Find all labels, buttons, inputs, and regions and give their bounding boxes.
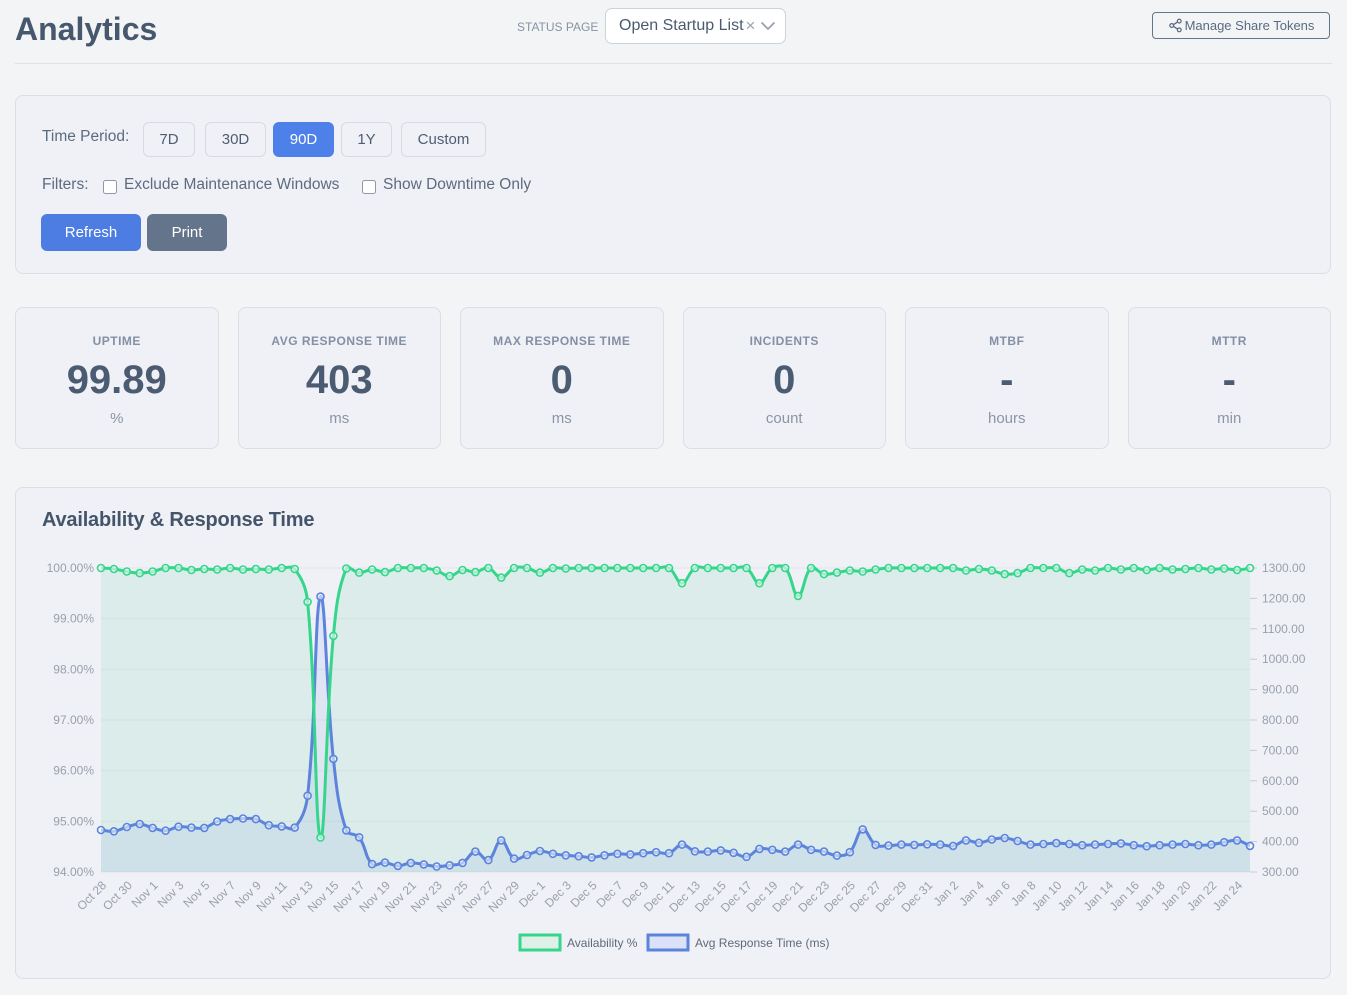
svg-text:94.00%: 94.00% xyxy=(53,865,94,879)
svg-text:Dec 3: Dec 3 xyxy=(542,878,574,910)
svg-text:Nov 5: Nov 5 xyxy=(180,878,212,910)
svg-text:Dec 1: Dec 1 xyxy=(516,878,548,910)
svg-text:600.00: 600.00 xyxy=(1262,774,1299,788)
svg-text:96.00%: 96.00% xyxy=(53,764,94,778)
svg-text:Jan 24: Jan 24 xyxy=(1210,878,1246,914)
svg-text:Availability %: Availability % xyxy=(567,936,638,950)
svg-text:700.00: 700.00 xyxy=(1262,743,1299,757)
svg-text:Nov 1: Nov 1 xyxy=(129,878,161,910)
svg-text:Jan 6: Jan 6 xyxy=(982,878,1013,909)
svg-text:1300.00: 1300.00 xyxy=(1262,561,1306,575)
svg-text:99.00%: 99.00% xyxy=(53,612,94,626)
svg-text:500.00: 500.00 xyxy=(1262,804,1299,818)
svg-text:Oct 30: Oct 30 xyxy=(100,878,135,913)
svg-text:1200.00: 1200.00 xyxy=(1262,591,1306,605)
svg-text:900.00: 900.00 xyxy=(1262,683,1299,697)
svg-text:1000.00: 1000.00 xyxy=(1262,652,1306,666)
svg-text:Dec 7: Dec 7 xyxy=(593,878,625,910)
svg-text:800.00: 800.00 xyxy=(1262,713,1299,727)
svg-text:1100.00: 1100.00 xyxy=(1262,622,1305,636)
svg-text:300.00: 300.00 xyxy=(1262,865,1299,879)
svg-text:Nov 7: Nov 7 xyxy=(206,878,238,910)
svg-text:100.00%: 100.00% xyxy=(47,561,95,575)
svg-text:Avg Response Time (ms): Avg Response Time (ms) xyxy=(695,936,830,950)
svg-text:Dec 5: Dec 5 xyxy=(568,878,600,910)
svg-text:98.00%: 98.00% xyxy=(53,662,94,676)
svg-text:Jan 4: Jan 4 xyxy=(956,878,987,909)
svg-text:Jan 2: Jan 2 xyxy=(931,878,962,909)
svg-text:Nov 3: Nov 3 xyxy=(155,878,187,910)
svg-text:400.00: 400.00 xyxy=(1262,835,1299,849)
svg-text:95.00%: 95.00% xyxy=(53,814,94,828)
svg-text:97.00%: 97.00% xyxy=(53,713,94,727)
